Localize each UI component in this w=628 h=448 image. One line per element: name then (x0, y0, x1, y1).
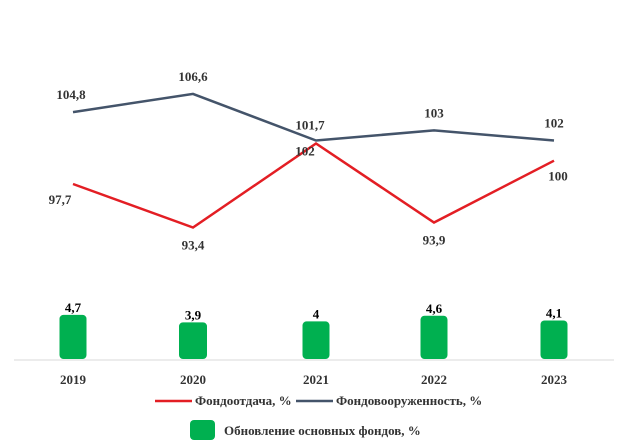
x-tick-label: 2023 (541, 372, 568, 387)
lines-layer (72, 92, 555, 229)
legend-swatch-obnovlenie (190, 420, 215, 440)
point-label-fondovooruzhennost: 104,8 (56, 87, 86, 102)
bar-2022 (420, 315, 448, 359)
bar-value-label: 4,6 (426, 301, 443, 316)
bar-2021 (302, 321, 330, 359)
point-label-fondootdacha: 93,9 (423, 232, 446, 247)
point-label-fondovooruzhennost: 102 (544, 115, 564, 130)
legend-label-fondovooruzhennost: Фондовооруженность, % (336, 393, 482, 408)
x-tick-label: 2020 (180, 372, 206, 387)
series-line-fondovooruzhennost (72, 92, 555, 142)
bar-2023 (540, 320, 568, 359)
point-label-fondootdacha: 97,7 (49, 192, 72, 207)
point-label-fondovooruzhennost: 106,6 (178, 69, 208, 84)
legend-label-fondootdacha: Фондоотдача, % (195, 393, 292, 408)
series-line-fondootdacha (72, 141, 555, 229)
legend: Фондоотдача, % Фондовооруженность, % Обн… (155, 393, 482, 440)
labels-layer: 4,7 3,9 4 4,6 4,1 97,7 93,4 101,7 93,9 100 104,8 10… (49, 69, 568, 322)
bar-value-label: 3,9 (185, 307, 202, 322)
bar-value-label: 4 (313, 306, 320, 321)
bar-2019 (59, 314, 87, 359)
x-tick-label: 2021 (303, 372, 329, 387)
bar-value-label: 4,1 (546, 305, 562, 320)
point-label-fondovooruzhennost: 103 (424, 105, 444, 120)
bar-value-label: 4,7 (65, 300, 82, 315)
x-tick-label: 2022 (421, 372, 447, 387)
bars-layer (59, 314, 568, 359)
point-label-fondootdacha: 101,7 (295, 118, 325, 133)
legend-label-obnovlenie: Обновление основных фондов, % (224, 423, 421, 438)
x-tick-label: 2019 (60, 372, 87, 387)
point-label-fondootdacha: 93,4 (182, 238, 205, 253)
ticks-layer: 2019 2020 2021 2022 2023 (60, 372, 568, 387)
bar-2020 (179, 322, 207, 359)
point-label-fondootdacha: 100 (548, 169, 568, 184)
point-label-fondovooruzhennost: 102 (295, 143, 315, 158)
